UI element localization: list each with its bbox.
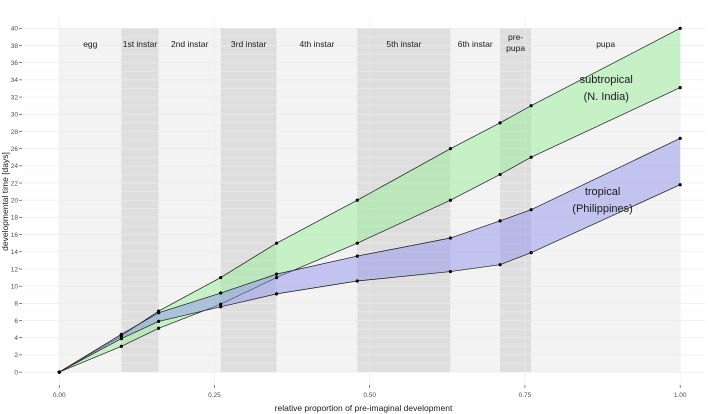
subtropical-upper-point (355, 198, 359, 202)
series-ribbons (59, 28, 681, 373)
tropical-upper-line (59, 138, 681, 373)
stage-label-8: pre- (508, 32, 523, 42)
y-tick-label: 38 (11, 43, 19, 50)
y-tick-label: 0 (14, 369, 18, 376)
stage-label-5: 4th instar (299, 39, 334, 49)
tropical-lower-point (157, 319, 161, 323)
stage-label-2: 1st instar (123, 39, 158, 49)
subtropical-lower-point (355, 241, 359, 245)
tropical-upper-point (355, 254, 359, 258)
tropical-lower-point (57, 370, 61, 374)
y-tick-label: 20 (11, 198, 19, 205)
axes: relative proportion of pre-imaginal deve… (0, 26, 687, 413)
tropical-lower-point (355, 279, 359, 283)
y-tick-label: 2 (14, 352, 18, 359)
y-tick-label: 30 (11, 112, 19, 119)
y-tick-label: 10 (11, 283, 19, 290)
y-tick-label: 40 (11, 26, 19, 33)
series-annotations: subtropical (N. India) tropical (Philippine… (572, 74, 633, 215)
y-tick-label: 24 (11, 163, 19, 170)
stage-label-3: 2nd instar (171, 39, 208, 49)
x-axis-title: relative proportion of pre-imaginal deve… (275, 403, 453, 413)
stage-label-1: egg (83, 39, 97, 49)
subtropical-lower-point (157, 326, 161, 330)
y-tick-label: 36 (11, 60, 19, 67)
subtropical-lower-point (678, 86, 682, 90)
subtropical-lower-point (498, 172, 502, 177)
tropical-lower-point (448, 269, 453, 274)
series-annotation: (N. India) (584, 91, 629, 103)
x-tick-label: 0.50 (363, 392, 376, 399)
subtropical-lower-line (59, 87, 681, 373)
x-tick-label: 1.00 (674, 392, 687, 399)
y-tick-label: 8 (14, 301, 18, 308)
subtropical-upper-point (678, 26, 682, 30)
y-tick-label: 22 (11, 180, 19, 187)
subtropical-upper-point (219, 275, 223, 280)
tropical-lower-line (59, 184, 681, 373)
y-tick-label: 18 (11, 215, 19, 222)
tropical-lower-point (678, 183, 682, 187)
stage-label-4: 3rd instar (231, 39, 267, 49)
subtropical-lower-point (119, 344, 123, 348)
grid-lines (22, 18, 705, 385)
y-tick-label: 14 (11, 249, 19, 256)
y-tick-label: 26 (11, 146, 19, 153)
y-tick-label: 12 (11, 266, 19, 273)
stage-label-6: 5th instar (386, 39, 421, 49)
y-tick-label: 4 (14, 335, 18, 342)
y-tick-label: 28 (11, 129, 19, 136)
y-tick-label: 6 (14, 318, 18, 325)
stage-label-8: pupa (506, 43, 525, 53)
y-tick-label: 16 (11, 232, 19, 239)
tropical-lower-point (529, 251, 533, 255)
tropical-lower-point (498, 263, 502, 267)
tropical-lower-point (119, 336, 123, 341)
tropical-upper-point (529, 208, 533, 212)
tropical-upper-point (219, 291, 223, 295)
x-tick-label: 0.00 (53, 392, 66, 399)
tropical-lower-point (219, 305, 223, 309)
y-axis-title: developmental time [days] (0, 152, 10, 251)
tropical-lower-point (274, 292, 279, 296)
subtropical-lower-point (529, 155, 533, 159)
tropical-ribbon (59, 138, 681, 373)
tropical-upper-point (119, 332, 123, 336)
stage-label-7: 6th instar (458, 39, 493, 49)
series-annotation: (Philippines) (572, 203, 633, 215)
y-tick-label: 34 (11, 77, 19, 84)
stage-label-9: pupa (596, 39, 615, 49)
x-tick-label: 0.25 (208, 392, 221, 399)
tropical-upper-point (678, 136, 682, 140)
series-annotation: subtropical (580, 74, 633, 86)
data-points (57, 26, 682, 374)
subtropical-ribbon (59, 28, 681, 373)
subtropical-upper-point (498, 121, 502, 125)
x-tick-label: 0.75 (519, 392, 532, 399)
subtropical-upper-point (448, 147, 453, 151)
subtropical-lower-point (274, 275, 279, 280)
stage-labels: egg 1st instar 2nd instar 3rd instar 4th ins… (83, 32, 615, 53)
subtropical-upper-point (274, 241, 279, 245)
subtropical-lower-point (448, 198, 453, 202)
tropical-upper-point (157, 311, 161, 315)
tropical-upper-point (448, 236, 453, 240)
tropical-upper-point (274, 272, 279, 276)
y-tick-label: 32 (11, 94, 19, 101)
subtropical-lower-point (219, 302, 223, 306)
subtropical-upper-point (529, 104, 533, 108)
series-annotation: tropical (585, 186, 620, 198)
tropical-upper-point (498, 219, 502, 223)
